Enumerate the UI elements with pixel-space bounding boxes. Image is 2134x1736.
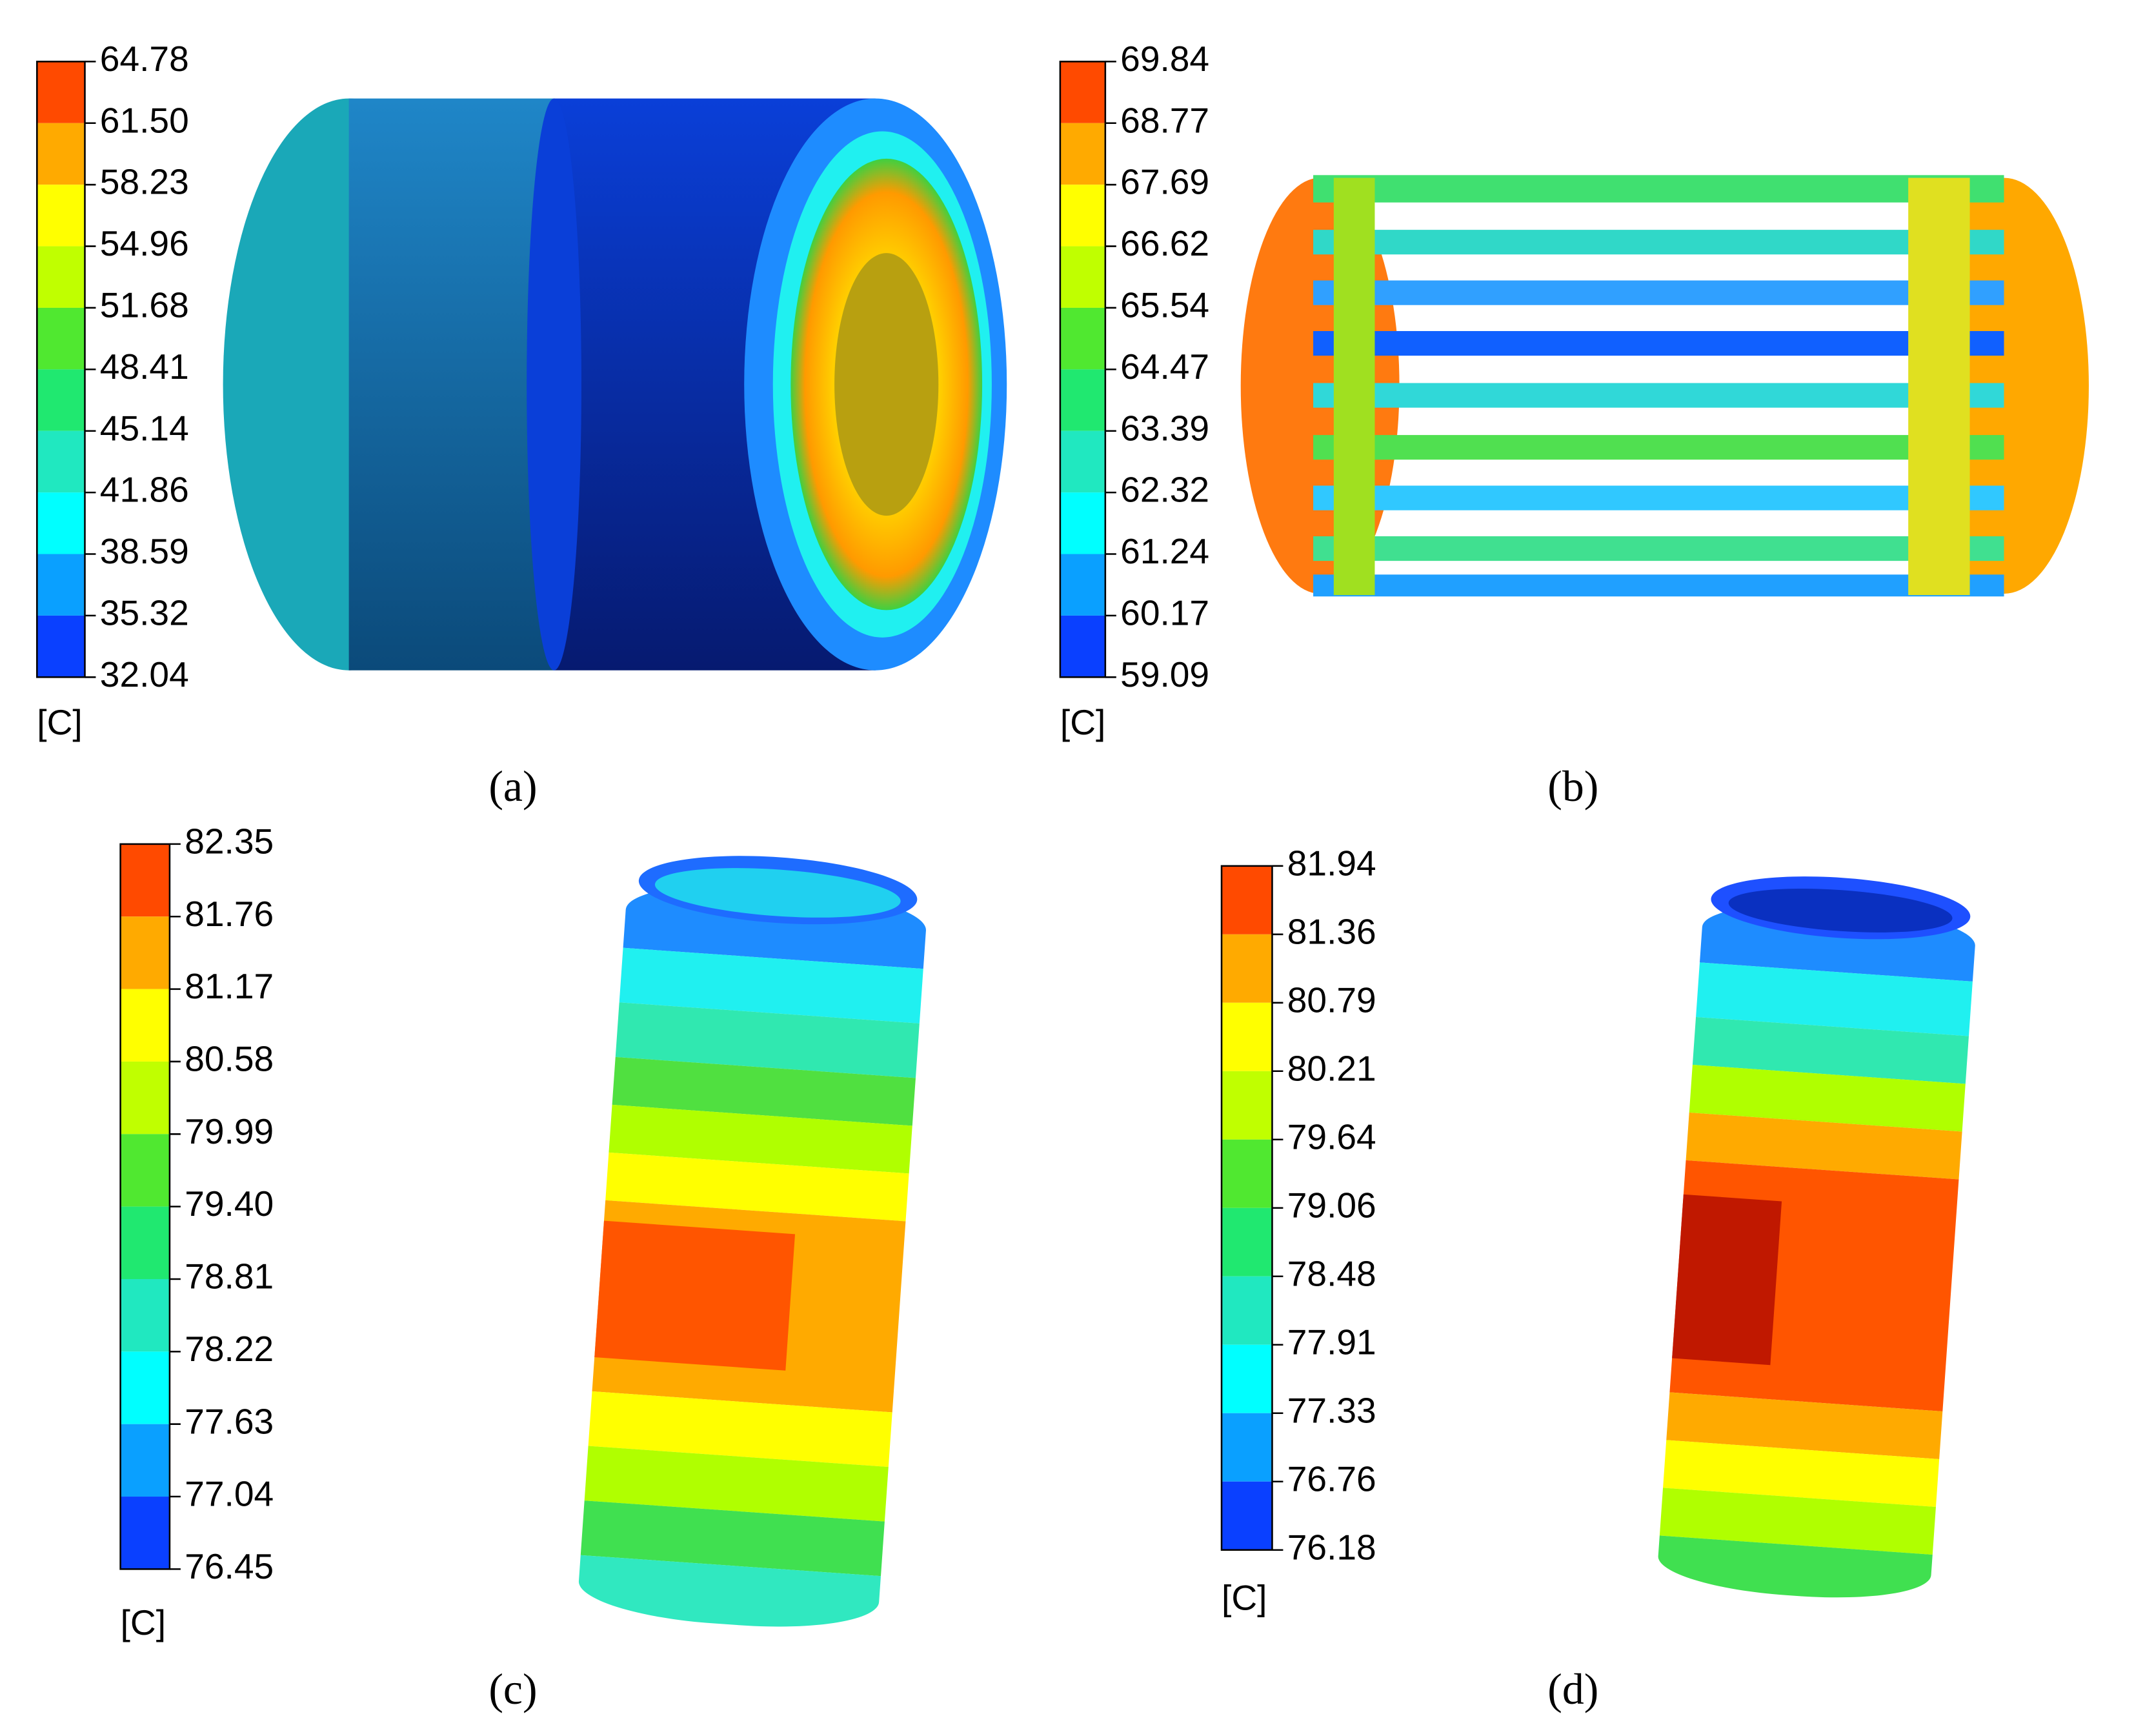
- legend-label: 68.77: [1120, 100, 1209, 140]
- legend-label: 79.40: [185, 1184, 274, 1224]
- legend-label: 81.36: [1287, 911, 1376, 951]
- legend-label: 51.68: [100, 285, 189, 325]
- legend-label: 60.17: [1120, 592, 1209, 632]
- panel-caption: (a): [488, 762, 537, 811]
- legend-label: 59.09: [1120, 654, 1209, 694]
- legend-swatch: [37, 307, 85, 370]
- legend-label: 80.79: [1287, 980, 1376, 1020]
- legend-label: 76.45: [185, 1546, 274, 1586]
- legend-label: 79.99: [185, 1111, 274, 1151]
- legend-swatch: [1222, 865, 1273, 934]
- legend-swatch: [37, 246, 85, 308]
- legend-label: 58.23: [100, 162, 189, 202]
- legend-label: 54.96: [100, 223, 189, 263]
- legend-label: 48.41: [100, 347, 189, 387]
- legend-label: 80.21: [1287, 1048, 1376, 1088]
- legend-swatch: [1060, 615, 1105, 678]
- legend-label: 32.04: [100, 654, 189, 694]
- legend-label: 77.91: [1287, 1322, 1376, 1362]
- legend-label: 77.63: [185, 1401, 274, 1441]
- legend-swatch: [1222, 934, 1273, 1003]
- legend-unit: [C]: [37, 702, 82, 742]
- legend-label: 66.62: [1120, 223, 1209, 263]
- legend-label: 38.59: [100, 531, 189, 571]
- legend-label: 63.39: [1120, 408, 1209, 448]
- legend-swatch: [120, 1206, 170, 1279]
- legend-swatch: [1060, 369, 1105, 431]
- legend-swatch: [120, 1424, 170, 1497]
- legend-label: 65.54: [1120, 285, 1209, 325]
- legend-label: 81.94: [1287, 843, 1376, 883]
- legend-label: 67.69: [1120, 162, 1209, 202]
- legend-swatch: [120, 916, 170, 989]
- legend-swatch: [1060, 185, 1105, 247]
- legend-swatch: [1222, 1002, 1273, 1071]
- legend-swatch: [1222, 1276, 1273, 1345]
- legend-label: 62.32: [1120, 470, 1209, 510]
- legend-label: 77.33: [1287, 1390, 1376, 1430]
- legend-swatch: [120, 1061, 170, 1135]
- legend-swatch: [120, 1278, 170, 1352]
- legend-swatch: [1060, 430, 1105, 493]
- legend-label: 79.64: [1287, 1116, 1376, 1156]
- legend-swatch: [1060, 492, 1105, 554]
- legend-swatch: [1222, 1481, 1273, 1550]
- legend-swatch: [1222, 1207, 1273, 1277]
- legend-label: 80.58: [185, 1039, 274, 1079]
- legend-label: 81.76: [185, 894, 274, 934]
- panel-caption: (b): [1547, 762, 1598, 811]
- legend-label: 35.32: [100, 592, 189, 632]
- legend-label: 81.17: [185, 966, 274, 1006]
- panel-caption: (c): [488, 1665, 537, 1713]
- legend-swatch: [37, 123, 85, 185]
- legend-label: 69.84: [1120, 39, 1209, 79]
- legend-swatch: [1060, 61, 1105, 123]
- stator-illustration: [223, 98, 1007, 671]
- legend-swatch: [1222, 1139, 1273, 1208]
- legend-label: 78.81: [185, 1257, 274, 1297]
- legend-label: 76.76: [1287, 1458, 1376, 1499]
- legend-swatch: [37, 430, 85, 493]
- legend-swatch: [37, 492, 85, 554]
- legend-label: 76.18: [1287, 1527, 1376, 1567]
- legend-swatch: [37, 369, 85, 431]
- legend-label: 41.86: [100, 470, 189, 510]
- legend-label: 64.47: [1120, 347, 1209, 387]
- legend-swatch: [37, 61, 85, 123]
- legend-swatch: [1222, 1413, 1273, 1482]
- legend-swatch: [120, 1497, 170, 1569]
- legend-swatch: [1060, 554, 1105, 616]
- legend-unit: [C]: [121, 1602, 166, 1642]
- legend-swatch: [37, 554, 85, 616]
- legend-swatch: [1060, 246, 1105, 308]
- legend-label: 78.48: [1287, 1253, 1376, 1293]
- legend-label: 78.22: [185, 1329, 274, 1369]
- legend-label: 45.14: [100, 408, 189, 448]
- legend-label: 61.50: [100, 100, 189, 140]
- legend-label: 79.06: [1287, 1185, 1376, 1225]
- legend-swatch: [1222, 1071, 1273, 1140]
- legend-swatch: [1060, 307, 1105, 370]
- legend-swatch: [1222, 1344, 1273, 1413]
- legend-label: 64.78: [100, 39, 189, 79]
- cylinder-illustration: [1656, 876, 1978, 1606]
- legend-swatch: [120, 1351, 170, 1424]
- winding-illustration: [1240, 175, 2089, 597]
- legend-swatch: [37, 615, 85, 678]
- legend-label: 82.35: [185, 821, 274, 861]
- legend-swatch: [37, 185, 85, 247]
- legend-swatch: [120, 989, 170, 1062]
- legend-unit: [C]: [1060, 702, 1105, 742]
- cylinder-illustration: [576, 856, 929, 1635]
- legend-swatch: [1060, 123, 1105, 185]
- legend-swatch: [120, 1134, 170, 1207]
- legend-label: 77.04: [185, 1474, 274, 1514]
- panel-caption: (d): [1547, 1665, 1598, 1713]
- legend-label: 61.24: [1120, 531, 1209, 571]
- legend-unit: [C]: [1222, 1578, 1267, 1618]
- legend-swatch: [120, 843, 170, 917]
